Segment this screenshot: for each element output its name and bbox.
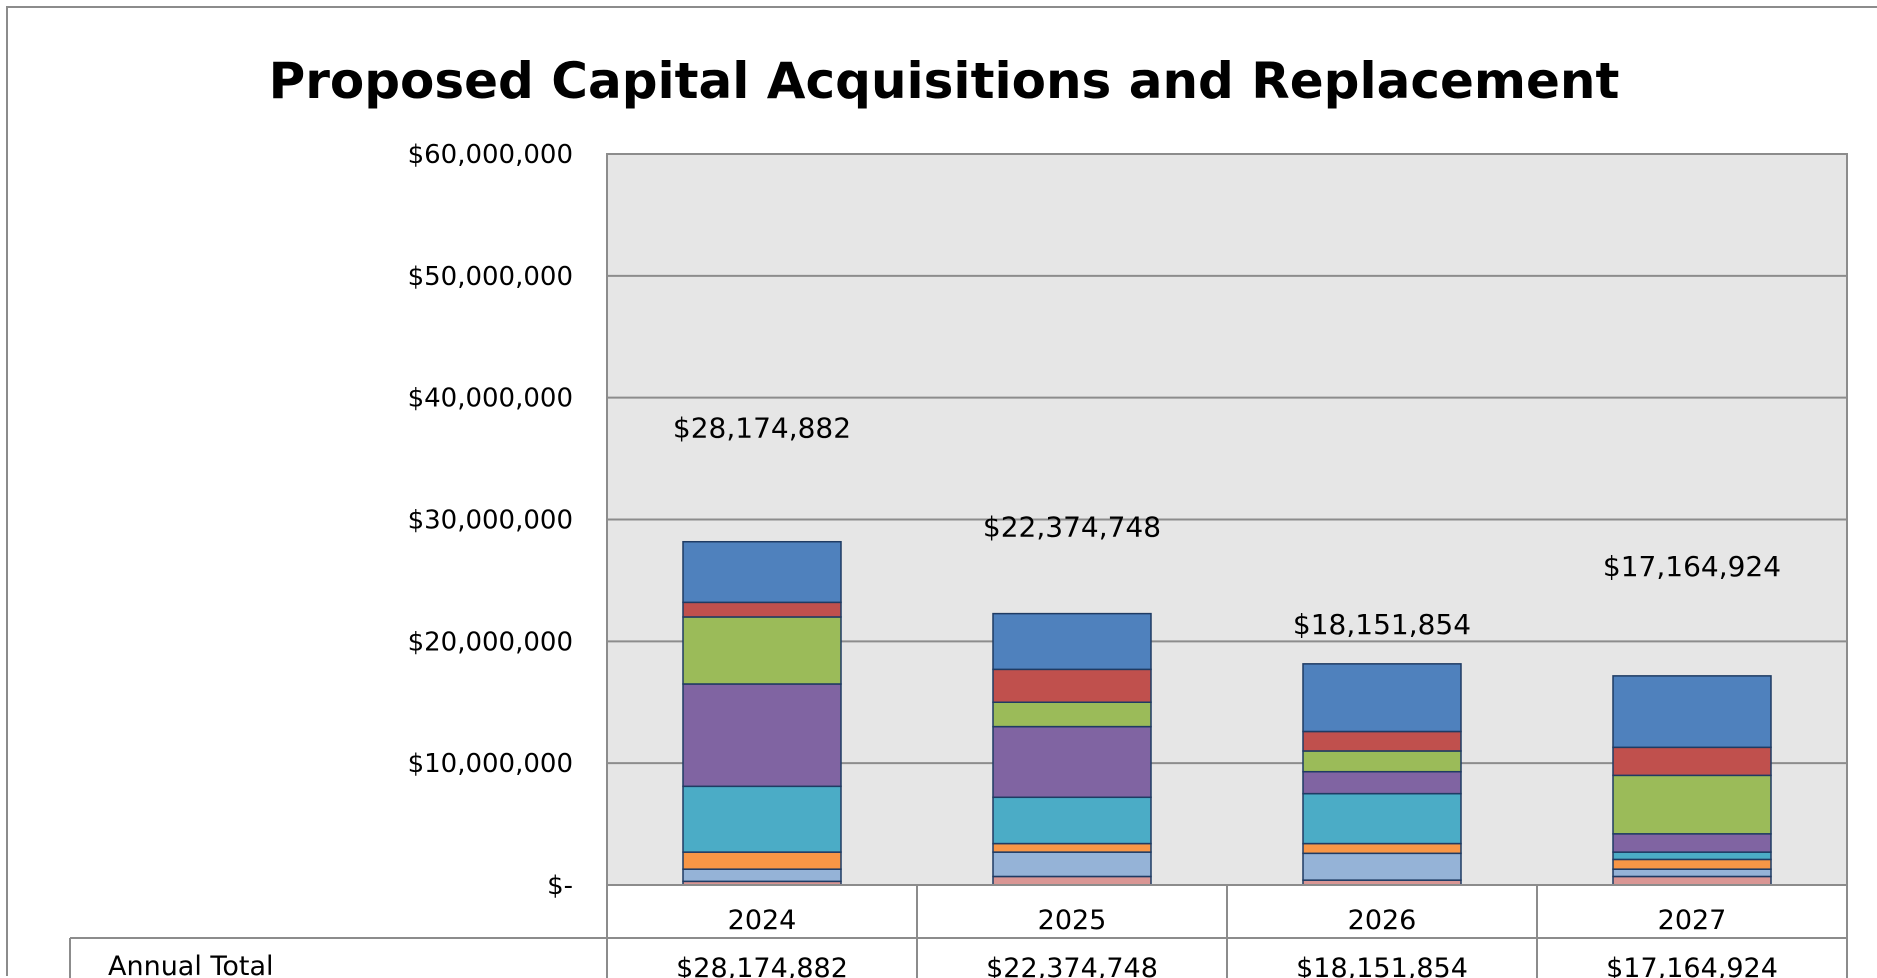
bar-segment [1302,792,1462,845]
bar-segment [1612,868,1772,878]
x-tick-label: 2026 [1348,905,1417,936]
bar-segment [1612,858,1772,870]
y-tick-label: $60,000,000 [408,140,573,170]
bar-segment [992,851,1152,878]
bar-segment [1302,852,1462,881]
bar-segment [682,601,842,618]
table-cell: $18,151,854 [1296,953,1468,978]
bar-segment [1612,774,1772,835]
x-tick-label: 2024 [728,905,797,936]
bar-segment [1302,770,1462,795]
data-table: 2024 $28,174,882 2025 $22,374,748 2026 $18,15… [69,884,1848,978]
bar-segment [1612,851,1772,861]
table-cell: $28,174,882 [676,953,848,978]
y-axis-ticks: $- $10,000,000 $20,000,000 $30,000,000 $40,0… [408,140,573,901]
y-tick-label: $- [547,871,573,901]
table-row-label: Annual Total [108,951,274,978]
total-label: $22,374,748 [983,510,1161,543]
bar-segment [682,851,842,870]
bar-segment [992,875,1152,886]
total-labels: $28,174,882 $22,374,748 $18,151,854 $17,164… [673,412,1781,641]
bar-segment [1612,833,1772,853]
table-cell: $22,374,748 [986,953,1158,978]
bar-segment [1302,842,1462,855]
bar-segment [992,668,1152,703]
y-tick-label: $30,000,000 [408,506,573,536]
bar-segment [1612,675,1772,749]
bar-segment [682,540,842,604]
bar-segment [1302,750,1462,773]
bar-segment [682,868,842,883]
y-tick-label: $40,000,000 [408,384,573,414]
table-cell: $17,164,924 [1606,953,1778,978]
chart-svg: Proposed Capital Acquisitions and Replac… [69,52,1848,978]
bar-segment [682,616,842,685]
bar-segment [682,785,842,853]
bar-segment [1612,875,1772,886]
y-tick-label: $20,000,000 [408,627,573,657]
chart-frame: Proposed Capital Acquisitions and Replac… [6,6,1877,978]
bar-segment [1302,730,1462,752]
bar-segment [992,796,1152,845]
bar-segment [992,612,1152,671]
y-tick-label: $50,000,000 [408,262,573,292]
total-label: $17,164,924 [1603,550,1781,583]
bar-segment [992,842,1152,853]
total-label: $18,151,854 [1293,608,1471,641]
bar-segment [992,725,1152,799]
x-tick-label: 2025 [1038,905,1107,936]
bar-segment [992,701,1152,728]
y-tick-label: $10,000,000 [408,749,573,779]
total-label: $28,174,882 [673,412,851,445]
bar-segment [1302,663,1462,733]
bar-layer [682,540,1772,886]
chart-title: Proposed Capital Acquisitions and Replac… [269,52,1620,110]
x-tick-label: 2027 [1658,905,1727,936]
bar-segment [1612,746,1772,777]
bar-segment [682,683,842,788]
